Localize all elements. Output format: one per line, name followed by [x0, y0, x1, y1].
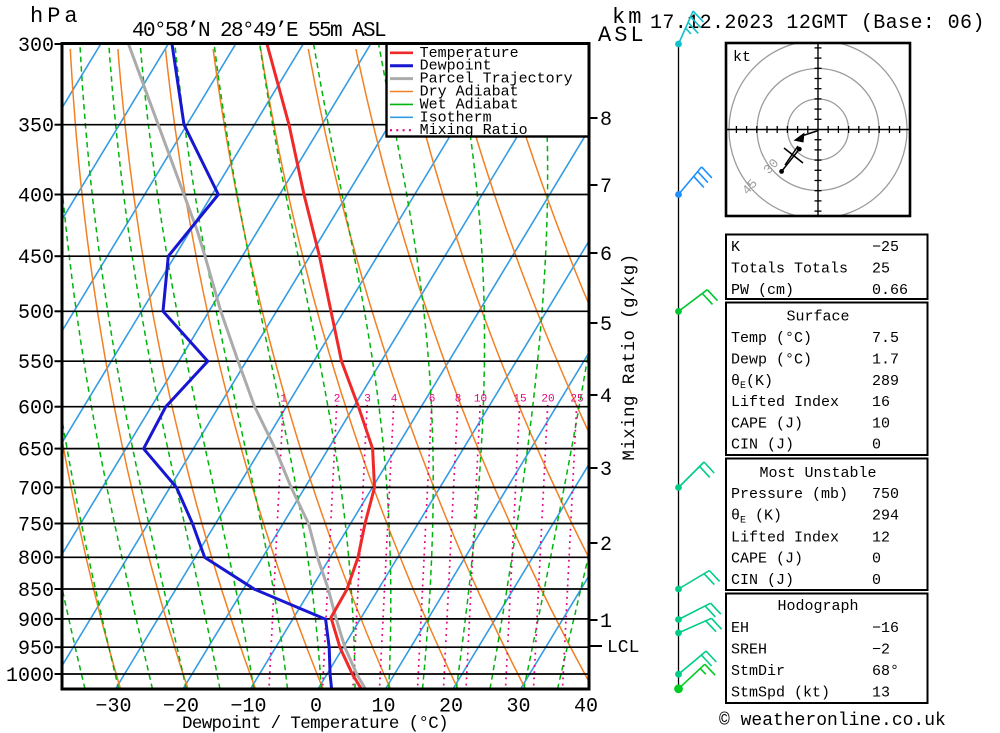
svg-text:5: 5: [600, 314, 612, 337]
svg-text:30: 30: [506, 696, 530, 719]
svg-text:7: 7: [600, 176, 612, 199]
svg-text:850: 850: [18, 580, 54, 603]
svg-text:700: 700: [18, 478, 54, 501]
svg-text:950: 950: [18, 638, 54, 661]
svg-text:−30: −30: [95, 696, 131, 719]
svg-text:600: 600: [18, 398, 54, 421]
svg-text:−20: −20: [163, 696, 199, 719]
svg-text:0: 0: [872, 572, 881, 589]
svg-text:12: 12: [872, 529, 890, 546]
svg-text:10: 10: [474, 394, 487, 406]
svg-text:Temp (°C): Temp (°C): [731, 330, 812, 347]
svg-text:Lifted Index: Lifted Index: [731, 394, 839, 411]
svg-text:LCL: LCL: [607, 638, 639, 658]
svg-text:4: 4: [600, 386, 612, 409]
svg-text:Totals Totals: Totals Totals: [731, 260, 848, 277]
svg-text:15: 15: [513, 394, 526, 406]
svg-text:StmDir: StmDir: [731, 663, 785, 680]
svg-text:450: 450: [18, 247, 54, 270]
svg-text:300: 300: [18, 35, 54, 58]
svg-text:10: 10: [872, 415, 890, 432]
svg-text:θE (K): θE (K): [731, 507, 782, 526]
svg-text:1: 1: [600, 611, 612, 634]
svg-text:CIN (J): CIN (J): [731, 572, 794, 589]
svg-text:550: 550: [18, 352, 54, 375]
svg-text:Dewpoint / Temperature (°C): Dewpoint / Temperature (°C): [182, 714, 448, 733]
svg-text:294: 294: [872, 507, 899, 524]
svg-text:Parcel Trajectory: Parcel Trajectory: [420, 71, 573, 88]
svg-text:350: 350: [18, 116, 54, 139]
svg-text:1.7: 1.7: [872, 352, 899, 369]
svg-text:EH: EH: [731, 620, 749, 637]
svg-text:Most Unstable: Most Unstable: [759, 465, 876, 482]
svg-text:25: 25: [872, 260, 890, 277]
svg-text:Temperature: Temperature: [420, 45, 519, 62]
svg-text:Wet Adiabat: Wet Adiabat: [420, 96, 519, 113]
svg-text:StmSpd (kt): StmSpd (kt): [731, 684, 830, 701]
svg-text:20: 20: [439, 696, 463, 719]
svg-text:0.66: 0.66: [872, 282, 908, 299]
svg-text:10: 10: [371, 696, 395, 719]
svg-text:© weatheronline.co.uk: © weatheronline.co.uk: [719, 711, 946, 731]
svg-text:0: 0: [872, 437, 881, 454]
svg-text:68°: 68°: [872, 663, 899, 680]
svg-text:Dewp (°C): Dewp (°C): [731, 352, 812, 369]
svg-text:Pressure (mb): Pressure (mb): [731, 486, 848, 503]
svg-text:7.5: 7.5: [872, 330, 899, 347]
svg-text:3: 3: [600, 459, 612, 482]
svg-text:SREH: SREH: [731, 641, 767, 658]
svg-text:kt: kt: [733, 49, 751, 66]
svg-text:Surface: Surface: [786, 308, 849, 325]
svg-text:1: 1: [280, 394, 287, 406]
svg-text:3: 3: [364, 394, 371, 406]
svg-text:17.12.2023 12GMT (Base: 06): 17.12.2023 12GMT (Base: 06): [650, 12, 985, 35]
svg-text:CAPE (J): CAPE (J): [731, 550, 803, 567]
svg-text:6: 6: [600, 244, 612, 267]
svg-text:750: 750: [18, 514, 54, 537]
svg-text:20: 20: [541, 394, 554, 406]
svg-text:289: 289: [872, 373, 899, 390]
svg-text:0: 0: [310, 696, 322, 719]
svg-text:2: 2: [600, 534, 612, 557]
svg-text:CIN (J): CIN (J): [731, 437, 794, 454]
svg-text:500: 500: [18, 302, 54, 325]
svg-text:ASL: ASL: [598, 23, 647, 48]
svg-text:−10: −10: [230, 696, 266, 719]
svg-text:Lifted Index: Lifted Index: [731, 529, 839, 546]
svg-text:Dewpoint: Dewpoint: [420, 58, 492, 75]
svg-text:CAPE (J): CAPE (J): [731, 415, 803, 432]
svg-text:−25: −25: [872, 239, 899, 256]
svg-text:Isotherm: Isotherm: [420, 109, 492, 126]
svg-text:800: 800: [18, 548, 54, 571]
svg-text:8: 8: [600, 109, 612, 132]
svg-text:13: 13: [872, 684, 890, 701]
svg-text:650: 650: [18, 440, 54, 463]
svg-text:4: 4: [391, 394, 398, 406]
svg-text:−16: −16: [872, 620, 899, 637]
svg-text:25: 25: [570, 394, 583, 406]
svg-text:2: 2: [334, 394, 341, 406]
svg-text:θE(K): θE(K): [731, 373, 773, 392]
svg-text:900: 900: [18, 610, 54, 633]
svg-text:Mixing Ratio (g/kg): Mixing Ratio (g/kg): [620, 253, 640, 460]
svg-text:PW (cm): PW (cm): [731, 282, 794, 299]
svg-text:40: 40: [574, 696, 598, 719]
svg-text:8: 8: [455, 394, 462, 406]
svg-text:16: 16: [872, 394, 890, 411]
svg-text:Hodograph: Hodograph: [777, 598, 858, 615]
svg-text:hPa: hPa: [30, 4, 82, 29]
svg-text:1000: 1000: [6, 665, 54, 688]
svg-text:Mixing Ratio: Mixing Ratio: [420, 122, 528, 139]
svg-text:400: 400: [18, 185, 54, 208]
svg-text:Dry Adiabat: Dry Adiabat: [420, 84, 519, 101]
svg-text:K: K: [731, 239, 740, 256]
svg-text:km: km: [612, 5, 644, 30]
svg-text:−2: −2: [872, 641, 890, 658]
svg-text:40°58’N 28°49’E 55m ASL: 40°58’N 28°49’E 55m ASL: [132, 20, 386, 43]
svg-text:6: 6: [429, 394, 436, 406]
svg-text:0: 0: [872, 550, 881, 567]
svg-text:750: 750: [872, 486, 899, 503]
